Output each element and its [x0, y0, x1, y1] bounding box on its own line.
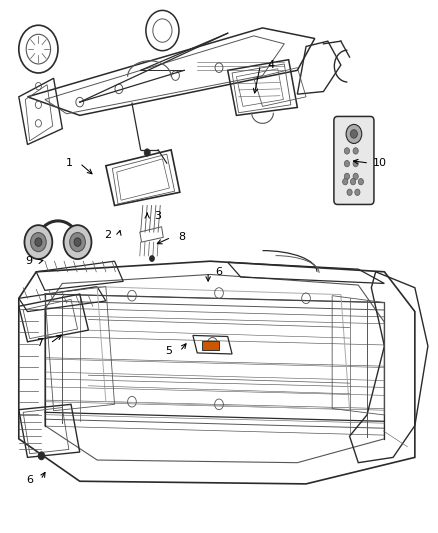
Circle shape [346, 124, 362, 143]
Circle shape [35, 238, 42, 246]
Text: 10: 10 [373, 158, 387, 168]
Circle shape [64, 225, 92, 259]
Text: 9: 9 [25, 256, 32, 266]
Text: 3: 3 [155, 211, 162, 221]
Circle shape [150, 256, 154, 261]
Text: 6: 6 [215, 267, 223, 277]
Circle shape [343, 179, 348, 185]
Text: 4: 4 [268, 60, 275, 70]
FancyBboxPatch shape [334, 116, 374, 205]
Text: 5: 5 [166, 346, 173, 357]
Circle shape [350, 130, 357, 138]
Circle shape [358, 179, 364, 185]
Circle shape [70, 232, 85, 252]
Circle shape [347, 189, 352, 196]
Circle shape [353, 148, 358, 154]
Circle shape [74, 238, 81, 246]
Text: 1: 1 [65, 158, 72, 168]
Text: 6: 6 [26, 475, 33, 484]
FancyBboxPatch shape [201, 341, 219, 350]
Circle shape [144, 149, 150, 156]
Text: 8: 8 [178, 232, 186, 243]
Circle shape [355, 189, 360, 196]
Text: 7: 7 [35, 338, 43, 349]
Circle shape [344, 160, 350, 167]
Circle shape [353, 160, 358, 167]
Circle shape [344, 173, 350, 180]
Circle shape [39, 452, 45, 459]
Circle shape [25, 225, 52, 259]
Circle shape [344, 148, 350, 154]
Circle shape [353, 173, 358, 180]
Circle shape [350, 179, 356, 185]
Circle shape [31, 232, 46, 252]
Text: 2: 2 [104, 230, 112, 240]
